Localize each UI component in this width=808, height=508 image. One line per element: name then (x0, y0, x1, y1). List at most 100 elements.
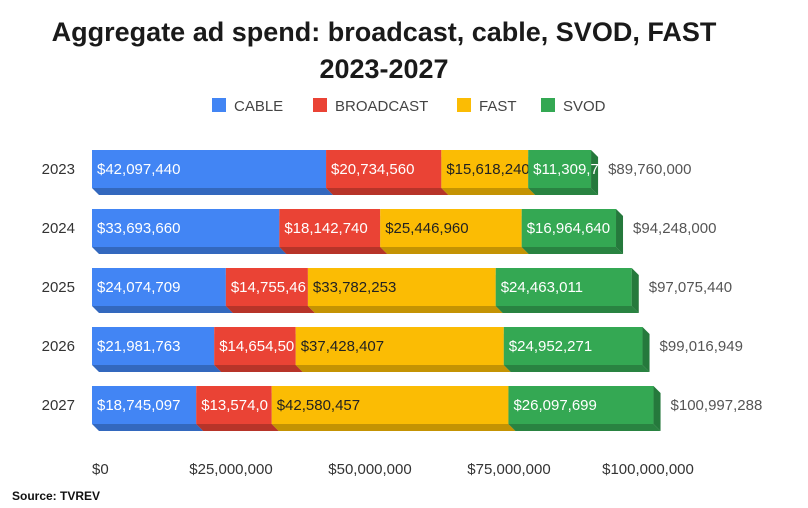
bar-front-face (92, 327, 215, 365)
bar-front-face (307, 268, 496, 306)
data-label: $42,580,457 (277, 397, 360, 414)
bar-segment-broadcast-2026: $14,654,50 (214, 327, 303, 372)
bar-side-face (591, 150, 599, 195)
category-label: 2026 (42, 338, 75, 355)
data-label: $37,428,407 (301, 338, 384, 355)
data-label: $24,074,709 (97, 279, 180, 296)
legend-item-broadcast: BROADCAST (313, 98, 428, 115)
total-label: $97,075,440 (649, 279, 732, 296)
bar-front-face (92, 150, 327, 188)
category-label: 2025 (42, 279, 75, 296)
data-label: $42,097,440 (97, 161, 180, 178)
bar-side-face (616, 209, 624, 254)
bar-segment-fast-2027: $42,580,457 (271, 386, 516, 431)
bar-segment-cable-2025: $24,074,709 (92, 268, 233, 313)
bar-segment-fast-2024: $25,446,960 (380, 209, 529, 254)
legend-swatch (541, 98, 555, 112)
bar-bottom-face (495, 306, 639, 313)
bar-front-face (326, 150, 442, 188)
data-label: $33,693,660 (97, 220, 180, 237)
bar-front-face (503, 327, 643, 365)
data-label: $25,446,960 (385, 220, 468, 237)
chart-subtitle: 2023-2027 (319, 54, 448, 84)
x-tick-label: $50,000,000 (328, 461, 411, 478)
bar-segment-fast-2023: $15,618,240 (441, 150, 536, 195)
bar-row-2024: 2024 $33,693,660 $18,142,740 $25,446,960 $16… (42, 209, 716, 254)
data-label: $13,574,0 (201, 397, 268, 414)
bar-front-face (495, 268, 632, 306)
legend-label: SVOD (563, 98, 606, 115)
bar-segment-cable-2026: $21,981,763 (92, 327, 222, 372)
legend-item-fast: FAST (457, 98, 517, 115)
bar-bottom-face (214, 365, 303, 372)
bar-bottom-face (295, 365, 511, 372)
data-label: $14,755,46 (231, 279, 306, 296)
bar-segment-cable-2027: $18,745,097 (92, 386, 204, 431)
bar-front-face (521, 209, 617, 247)
bar-front-face (196, 386, 272, 424)
bar-segment-svod-2026: $24,952,271 (503, 327, 650, 372)
legend-swatch (457, 98, 471, 112)
bar-bottom-face (92, 306, 233, 313)
legend-label: FAST (479, 98, 517, 115)
bar-bottom-face (271, 424, 516, 431)
bar-bottom-face (307, 306, 503, 313)
total-label: $99,016,949 (660, 338, 743, 355)
bar-bottom-face (380, 247, 529, 254)
bar-segment-fast-2025: $33,782,253 (307, 268, 503, 313)
chart-title: Aggregate ad spend: broadcast, cable, SV… (52, 17, 717, 47)
x-tick-label: $0 (92, 461, 109, 478)
total-label: $94,248,000 (633, 220, 716, 237)
bar-front-face (92, 209, 280, 247)
bar-segment-broadcast-2025: $14,755,46 (225, 268, 315, 313)
bar-row-2026: 2026 $21,981,763 $14,654,50 $37,428,407 $24,… (42, 327, 743, 372)
category-label: 2023 (42, 161, 75, 178)
legend-swatch (313, 98, 327, 112)
bar-row-2027: 2027 $18,745,097 $13,574,0 $42,580,457 $26,0… (42, 386, 762, 431)
data-label: $18,142,740 (284, 220, 367, 237)
data-label: $21,981,763 (97, 338, 180, 355)
bar-side-face (642, 327, 650, 372)
x-tick-label: $25,000,000 (189, 461, 272, 478)
bar-segment-cable-2023: $42,097,440 (92, 150, 334, 195)
bar-front-face (380, 209, 522, 247)
bar-front-face (92, 268, 226, 306)
bars-group: 2023 $42,097,440 $20,734,560 $15,618,240 $11… (42, 150, 762, 431)
legend-item-svod: SVOD (541, 98, 606, 115)
bar-bottom-face (503, 365, 650, 372)
bar-bottom-face (92, 424, 204, 431)
legend-swatch (212, 98, 226, 112)
bar-bottom-face (92, 247, 287, 254)
data-label: $24,463,011 (501, 279, 583, 296)
bar-segment-fast-2026: $37,428,407 (295, 327, 511, 372)
bar-segment-svod-2024: $16,964,640 (521, 209, 624, 254)
legend-item-cable: CABLE (212, 98, 283, 115)
bar-segment-broadcast-2024: $18,142,740 (279, 209, 388, 254)
total-label: $89,760,000 (608, 161, 691, 178)
data-label: $33,782,253 (313, 279, 396, 296)
bar-side-face (653, 386, 661, 431)
bar-row-2023: 2023 $42,097,440 $20,734,560 $15,618,240 $11… (42, 150, 691, 195)
source-note: Source: TVREV (12, 489, 100, 503)
bar-bottom-face (441, 188, 536, 195)
data-label: $14,654,50 (219, 338, 294, 355)
bar-bottom-face (528, 188, 599, 195)
bar-bottom-face (508, 424, 661, 431)
x-axis: $0 $25,000,000 $50,000,000 $75,000,000 $100,… (92, 461, 694, 478)
bar-front-face (225, 268, 308, 306)
bar-front-face (271, 386, 509, 424)
data-label: $15,618,240 (446, 161, 529, 178)
category-label: 2027 (42, 397, 75, 414)
bar-front-face (279, 209, 381, 247)
bar-bottom-face (92, 365, 222, 372)
legend-label: CABLE (234, 98, 283, 115)
data-label: $16,964,640 (527, 220, 610, 237)
bar-segment-broadcast-2027: $13,574,0 (196, 386, 279, 431)
bar-segment-svod-2027: $26,097,699 (508, 386, 661, 431)
bar-row-2025: 2025 $24,074,709 $14,755,46 $33,782,253 $24,… (42, 268, 732, 313)
data-label: $18,745,097 (97, 397, 180, 414)
bar-side-face (631, 268, 639, 313)
category-label: 2024 (42, 220, 75, 237)
